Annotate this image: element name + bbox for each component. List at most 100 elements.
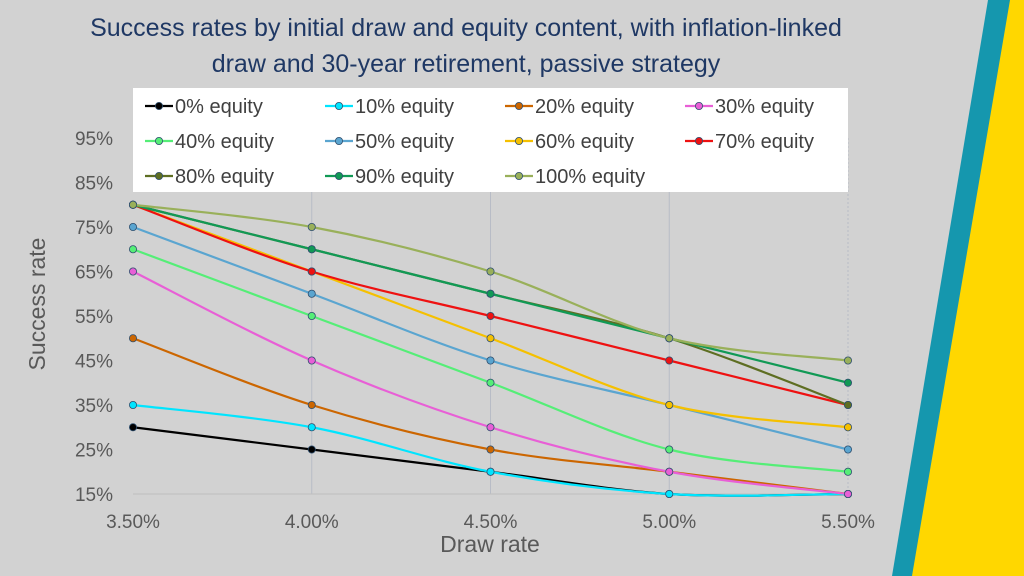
data-point — [307, 245, 316, 254]
legend-label: 50% equity — [355, 131, 454, 153]
legend-swatch-marker — [515, 136, 524, 145]
chart-title-line-2: draw and 30-year retirement, passive str… — [212, 50, 721, 78]
x-tick-label: 5.00% — [642, 512, 696, 533]
legend-label: 20% equity — [535, 96, 634, 118]
data-point — [486, 334, 495, 343]
data-point — [665, 445, 674, 454]
legend-label: 80% equity — [175, 166, 274, 188]
legend-item: 90% equity — [325, 166, 454, 188]
legend-label: 70% equity — [715, 131, 814, 153]
legend-swatch-marker — [154, 136, 163, 145]
legend: 0% equity 10% equity 20% equity 30% equity 4… — [133, 88, 848, 192]
data-point — [307, 445, 316, 454]
data-point — [307, 400, 316, 409]
y-tick-label: 15% — [75, 485, 113, 506]
data-point — [665, 467, 674, 476]
chart-title: Success rates by initial draw and equity… — [90, 14, 842, 78]
data-point — [128, 200, 137, 209]
data-point — [844, 467, 853, 476]
data-point — [665, 489, 674, 498]
data-point — [486, 467, 495, 476]
data-point — [486, 423, 495, 432]
x-axis: 3.50% 4.00% 4.50% 5.00% 5.50% — [106, 512, 875, 533]
x-tick-label: 4.00% — [285, 512, 339, 533]
data-point — [307, 289, 316, 298]
y-tick-label: 65% — [75, 263, 113, 284]
x-tick-label: 3.50% — [106, 512, 160, 533]
data-point — [844, 400, 853, 409]
data-point — [844, 489, 853, 498]
legend-background — [133, 88, 848, 192]
y-tick-label: 25% — [75, 441, 113, 462]
legend-item: 30% equity — [685, 96, 814, 118]
data-point — [128, 423, 137, 432]
legend-label: 100% equity — [535, 166, 645, 188]
legend-label: 0% equity — [175, 96, 263, 118]
data-point — [486, 356, 495, 365]
legend-item: 50% equity — [325, 131, 454, 153]
legend-swatch-marker — [334, 102, 343, 111]
series-3 — [128, 267, 853, 498]
data-point — [307, 267, 316, 276]
data-point — [486, 445, 495, 454]
y-tick-label: 35% — [75, 396, 113, 417]
y-tick-label: 45% — [75, 352, 113, 373]
legend-label: 30% equity — [715, 96, 814, 118]
legend-item: 40% equity — [145, 131, 274, 153]
data-point — [128, 245, 137, 254]
legend-item: 10% equity — [325, 96, 454, 118]
data-point — [844, 445, 853, 454]
data-point — [665, 400, 674, 409]
legend-swatch-marker — [695, 136, 704, 145]
data-point — [128, 222, 137, 231]
y-axis: 15% 25% 35% 45% 55% 65% 75% 85% 95% — [75, 129, 113, 506]
data-point — [307, 423, 316, 432]
data-point — [844, 378, 853, 387]
legend-item: 100% equity — [505, 166, 645, 188]
series-10 — [128, 200, 853, 365]
legend-swatch-marker — [515, 102, 524, 111]
legend-swatch-marker — [154, 171, 163, 180]
legend-swatch-marker — [334, 136, 343, 145]
yellow-stripe — [912, 0, 1024, 576]
y-tick-label: 75% — [75, 218, 113, 239]
chart-title-line-1: Success rates by initial draw and equity… — [90, 14, 842, 42]
legend-swatch-marker — [515, 171, 524, 180]
data-point — [307, 311, 316, 320]
data-point — [665, 356, 674, 365]
data-point — [844, 356, 853, 365]
data-point — [486, 267, 495, 276]
y-tick-label: 85% — [75, 174, 113, 195]
data-point — [128, 334, 137, 343]
x-tick-label: 5.50% — [821, 512, 875, 533]
data-point — [128, 400, 137, 409]
data-point — [844, 423, 853, 432]
legend-label: 90% equity — [355, 166, 454, 188]
legend-item: 0% equity — [145, 96, 263, 118]
legend-swatch-marker — [334, 171, 343, 180]
y-tick-label: 55% — [75, 307, 113, 328]
legend-swatch-marker — [154, 102, 163, 111]
series-4 — [128, 245, 853, 476]
series-layer — [128, 200, 853, 498]
data-point — [665, 334, 674, 343]
legend-label: 60% equity — [535, 131, 634, 153]
x-tick-label: 4.50% — [464, 512, 518, 533]
y-tick-label: 95% — [75, 129, 113, 150]
series-1 — [128, 400, 853, 498]
data-point — [486, 289, 495, 298]
data-point — [307, 356, 316, 365]
legend-item: 20% equity — [505, 96, 634, 118]
legend-label: 10% equity — [355, 96, 454, 118]
legend-label: 40% equity — [175, 131, 274, 153]
legend-swatch-marker — [695, 102, 704, 111]
data-point — [128, 267, 137, 276]
data-point — [486, 311, 495, 320]
y-axis-title: Success rate — [24, 238, 50, 371]
legend-item: 80% equity — [145, 166, 274, 188]
x-axis-title: Draw rate — [440, 531, 540, 557]
data-point — [307, 222, 316, 231]
legend-item: 70% equity — [685, 131, 814, 153]
data-point — [486, 378, 495, 387]
legend-item: 60% equity — [505, 131, 634, 153]
